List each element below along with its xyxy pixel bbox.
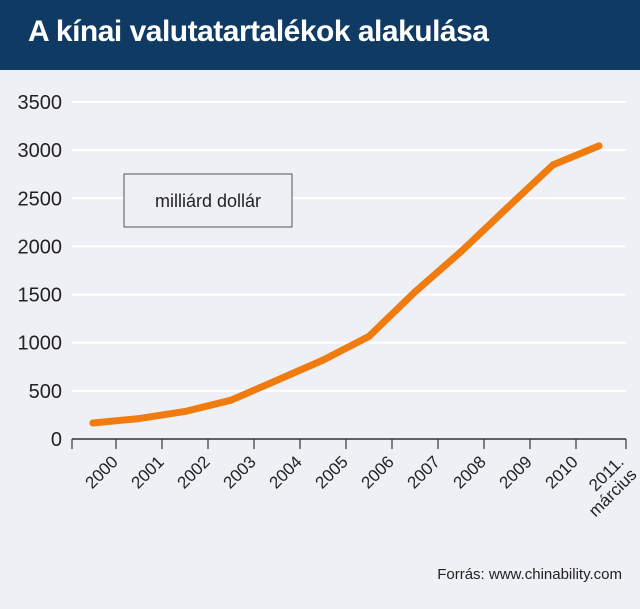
data-point xyxy=(411,288,419,296)
chart-title: A kínai valutatartalékok alakulása xyxy=(28,15,489,48)
data-point xyxy=(503,204,511,212)
x-tick-label: 2002 xyxy=(174,452,214,492)
y-tick-label: 3000 xyxy=(18,140,63,162)
data-point xyxy=(89,419,97,427)
data-point xyxy=(227,396,235,404)
series-line xyxy=(89,142,603,427)
data-point xyxy=(549,161,557,169)
x-axis xyxy=(71,438,627,449)
x-tick-label: 2008 xyxy=(450,452,490,492)
y-tick-label: 1500 xyxy=(18,285,63,307)
data-point xyxy=(181,407,189,415)
unit-label-box: milliárd dollár xyxy=(123,173,293,228)
y-tick-label: 0 xyxy=(51,429,62,451)
x-tick-label: 2000 xyxy=(82,452,122,492)
y-tick-label: 500 xyxy=(29,381,62,403)
x-tick-label: 2006 xyxy=(358,452,398,492)
x-tick-label: 2001 xyxy=(128,452,168,492)
x-tick-label: 2007 xyxy=(404,452,444,492)
y-tick-label: 3500 xyxy=(18,92,63,114)
unit-label: milliárd dollár xyxy=(155,191,261,211)
y-tick-label: 2500 xyxy=(18,188,63,210)
chart-header: A kínai valutatartalékok alakulása xyxy=(0,0,640,70)
y-tick-label: 2000 xyxy=(18,236,63,258)
x-tick-label: 2009 xyxy=(496,452,536,492)
y-axis-tick-labels: 0 500 1000 1500 2000 2500 3000 3500 xyxy=(18,92,63,451)
x-tick-label: 2005 xyxy=(312,452,352,492)
data-point xyxy=(273,376,281,384)
data-point xyxy=(457,248,465,256)
series-layer xyxy=(89,142,603,427)
data-point xyxy=(135,415,143,423)
x-tick-label: 2003 xyxy=(220,452,260,492)
x-tick-label: 2010 xyxy=(542,452,582,492)
x-tick-label: 2004 xyxy=(266,452,306,492)
x-axis-tick-labels: 2000 2001 2002 2003 2004 2005 2006 2007 2008 2009… xyxy=(82,452,640,520)
data-point xyxy=(595,142,603,150)
data-point xyxy=(319,356,327,364)
x-tick-label: 2011.március xyxy=(572,452,640,520)
data-point xyxy=(365,332,373,340)
y-tick-label: 1000 xyxy=(18,333,63,355)
source-note: Forrás: www.chinability.com xyxy=(437,566,622,583)
